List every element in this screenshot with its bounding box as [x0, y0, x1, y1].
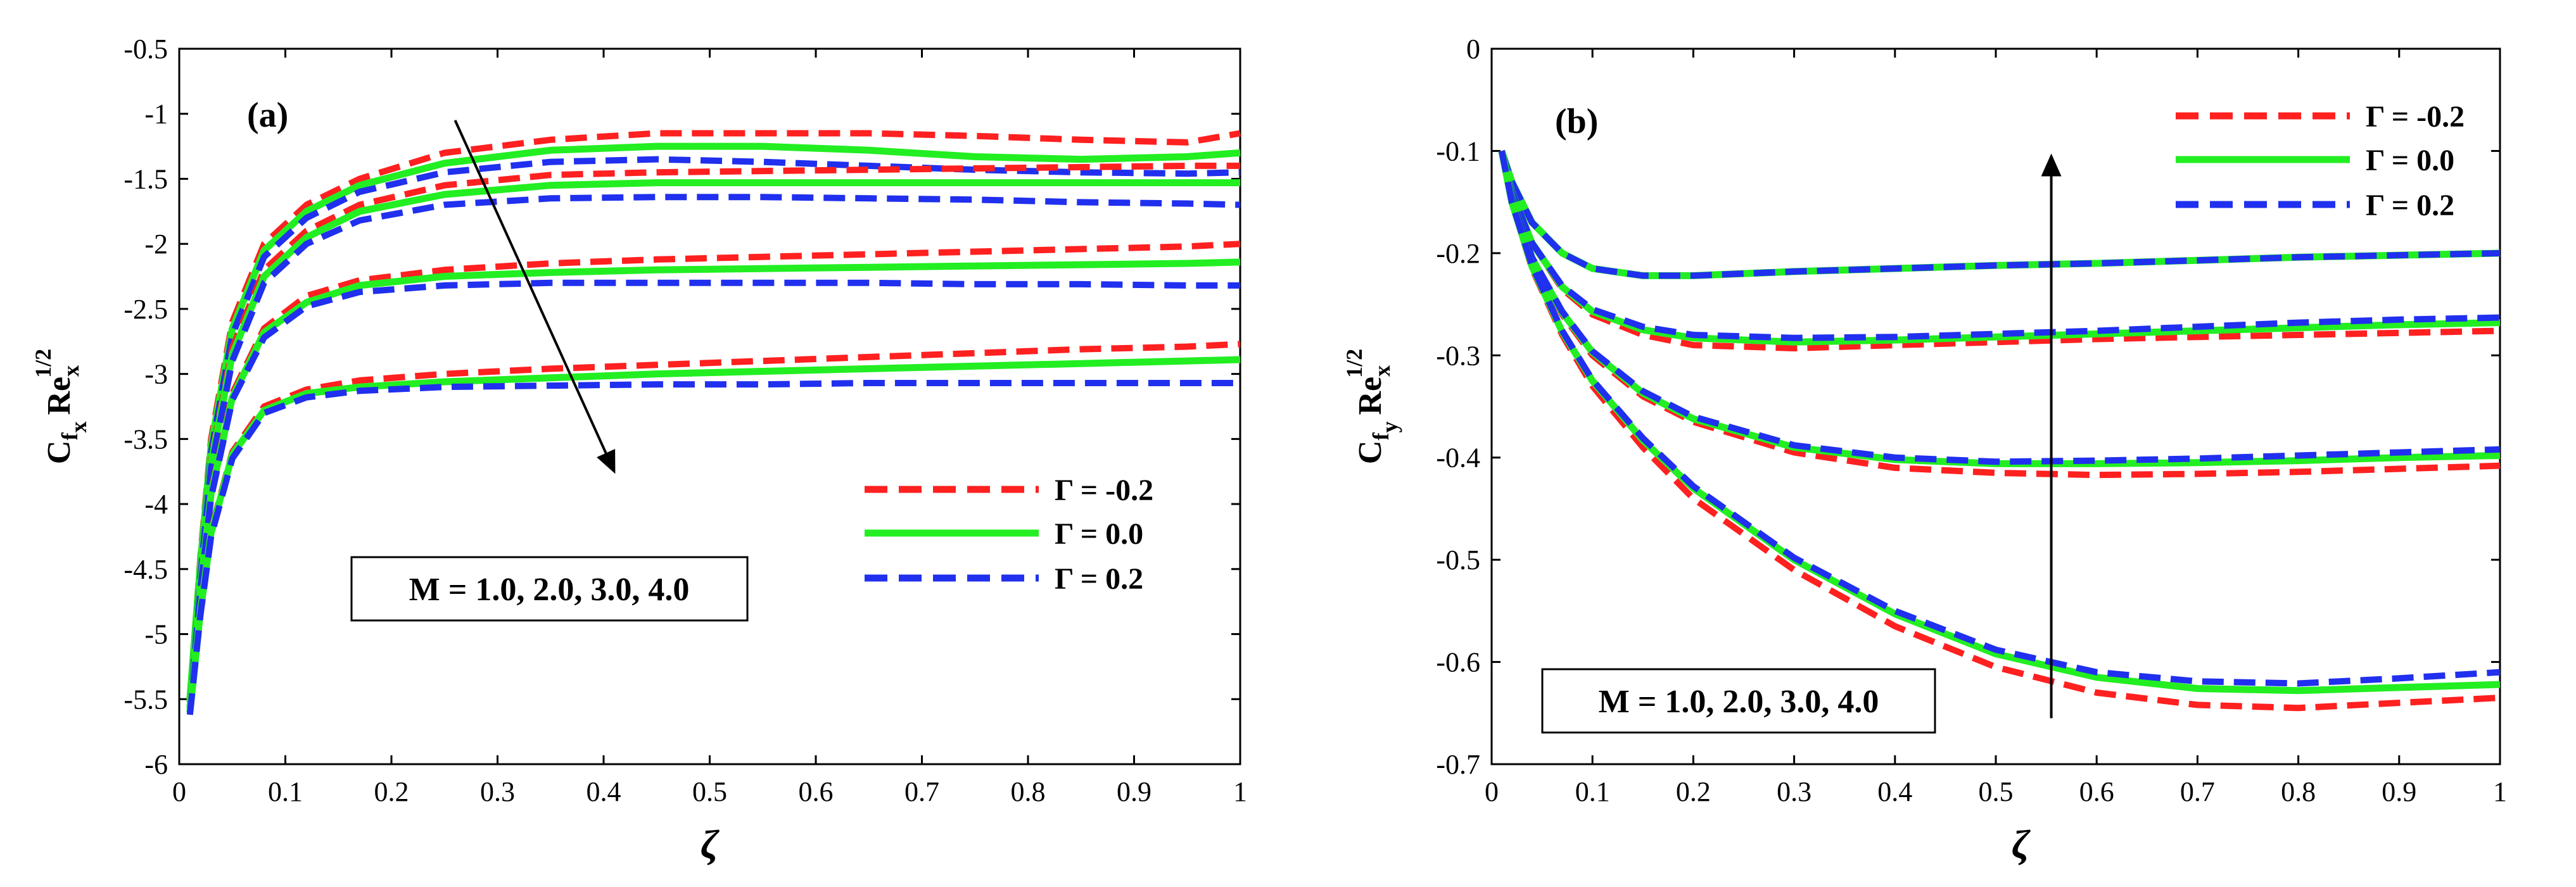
- panel-a-legend-label-zero: Γ = 0.0: [1055, 517, 1143, 551]
- panel-a-xtick-label: 0.9: [1117, 776, 1152, 807]
- panel-a-ytick-label: -0.5: [124, 34, 168, 65]
- panel-a-annotation-box: [350, 556, 749, 622]
- panel-a-label: (a): [247, 96, 288, 135]
- panel-b-xtick-label: 0.7: [2180, 776, 2215, 807]
- panel-a-ytick-label: -5.5: [124, 684, 168, 715]
- panel-a-xtick-label: 0.3: [480, 776, 515, 807]
- panel-b-xtick-label: 0.3: [1777, 776, 1811, 807]
- panel-a-legend-label-neg: Γ = -0.2: [1055, 474, 1153, 507]
- panel-a-ylabel-sub: f: [57, 432, 82, 441]
- panel-a-series-line: [186, 380, 1240, 715]
- panel-b-xtick-label: 0.6: [2079, 776, 2114, 807]
- panel-a-ytick-label: -2: [144, 229, 168, 260]
- panel-a-trend-arrow: [454, 120, 616, 474]
- panel-b-ylabel-sub: f: [1368, 432, 1393, 441]
- panel-a-legend-label-pos: Γ = 0.2: [1055, 562, 1143, 596]
- panel-a-xtick-label: 1: [1233, 776, 1247, 807]
- panel-a-arrow: [454, 120, 616, 474]
- panel-a-xtick-label: 0.1: [268, 776, 303, 807]
- panel-a-series: [186, 130, 1241, 715]
- panel-b-xtick-label: 0.8: [2281, 776, 2316, 807]
- panel-a-xtick-label: 0: [172, 776, 186, 807]
- panel-b-ytick-label: -0.3: [1436, 340, 1480, 371]
- panel-b-series-line: [1498, 150, 2501, 687]
- panel-a-ytick-label: -4.5: [124, 554, 168, 585]
- panel-a-ytick-label: -3.5: [124, 424, 168, 455]
- panel-b-xtick-label: 0.9: [2382, 776, 2416, 807]
- panel-b-series-line: [1499, 150, 2501, 465]
- panel-a-plot-area: [178, 47, 1241, 765]
- panel-b: 0 0.1 0.2 0.3 0.4 0.5 0.6 0.7 0.8 0.9 1 0 -0.1 -0.2 -0…: [1342, 34, 2507, 867]
- panel-a-xtick-label: 0.5: [692, 776, 727, 807]
- panel-a-xtick-label: 0.2: [374, 776, 409, 807]
- panel-b-ytick-label: -0.6: [1436, 647, 1480, 678]
- panel-b-ylabel-base: C: [1352, 441, 1388, 465]
- panel-b-legend-label-neg: Γ = -0.2: [2366, 100, 2465, 134]
- panel-a-ticks: 0 0.1 0.2 0.3 0.4 0.5 0.6 0.7 0.8 0.9 1 -0.5 -1 -1.5 -…: [124, 34, 1247, 807]
- panel-b-series-line: [1499, 150, 2501, 341]
- panel-b-xlabel: ζ: [2012, 822, 2031, 867]
- panel-a-ylabel: CfxRex1/2: [30, 349, 91, 464]
- panel-b-ylabel: Cfy Rex1/2: [1342, 349, 1402, 464]
- panel-b-xtick-label: 0.2: [1676, 776, 1711, 807]
- panel-b-ylabel-mid: Re: [1352, 377, 1388, 415]
- panel-b-ytick-label: -0.5: [1436, 544, 1480, 576]
- panel-a: 0 0.1 0.2 0.3 0.4 0.5 0.6 0.7 0.8 0.9 1 -0.5 -1 -1.5 -…: [30, 34, 1247, 867]
- panel-b-ylabel-text: Cfy Rex1/2: [1342, 349, 1402, 464]
- panel-a-xtick-label: 0.4: [587, 776, 621, 807]
- panel-b-ylabel-sup: 1/2: [1342, 349, 1367, 378]
- panel-b-legend: Γ = -0.2 Γ = 0.0 Γ = 0.2: [2176, 100, 2465, 222]
- panel-a-ylabel-text: CfxRex1/2: [30, 349, 91, 464]
- panel-a-xlabel: ζ: [701, 822, 720, 867]
- panel-a-ytick-label: -6: [144, 749, 168, 780]
- panel-b-annotation-text: M = 1.0, 2.0, 3.0, 4.0: [1599, 684, 1879, 720]
- panel-a-annotation-text: M = 1.0, 2.0, 3.0, 4.0: [409, 572, 690, 608]
- panel-b-xtick-label: 1: [2493, 776, 2507, 807]
- panel-a-ytick-label: -4: [144, 489, 168, 520]
- panel-b-series: [1498, 149, 2501, 712]
- panel-a-ylabel-base: C: [41, 441, 77, 465]
- panel-b-plot-area: [1490, 47, 2501, 765]
- panel-a-annotation: M = 1.0, 2.0, 3.0, 4.0: [350, 556, 749, 622]
- panel-a-xtick-label: 0.7: [904, 776, 939, 807]
- panel-b-ytick-label: -0.2: [1436, 238, 1480, 269]
- panel-b-xtick-label: 0: [1485, 776, 1499, 807]
- panel-a-series-line: [186, 156, 1241, 706]
- panel-b-label: (b): [1555, 102, 1598, 141]
- panel-a-series-line: [186, 194, 1241, 706]
- panel-b-legend-label-zero: Γ = 0.0: [2366, 144, 2454, 177]
- panel-b-ytick-label: -0.1: [1436, 135, 1480, 167]
- panel-b-legend-label-pos: Γ = 0.2: [2366, 189, 2454, 222]
- panel-b-ylabel-subsub: y: [1377, 422, 1402, 433]
- panel-b-series-line: [1499, 149, 2501, 279]
- panel-b-ylabel-sub2: x: [1369, 365, 1395, 377]
- panel-b-ytick-label: -0.4: [1436, 443, 1480, 474]
- panel-a-ytick-label: -1.5: [124, 163, 168, 194]
- panel-a-ytick-label: -2.5: [124, 294, 168, 325]
- panel-b-xtick-label: 0.4: [1877, 776, 1912, 807]
- panel-a-ylabel-sup: 1/2: [30, 349, 56, 378]
- panel-a-legend: Γ = -0.2 Γ = 0.0 Γ = 0.2: [865, 474, 1153, 596]
- panel-b-ytick-label: 0: [1466, 34, 1480, 65]
- panel-a-ytick-label: -5: [144, 619, 168, 650]
- panel-a-ytick-label: -1: [144, 99, 168, 130]
- panel-b-xtick-label: 0.5: [1979, 776, 2014, 807]
- panel-b-ticks: 0 0.1 0.2 0.3 0.4 0.5 0.6 0.7 0.8 0.9 1 0 -0.1 -0.2 -0…: [1436, 34, 2507, 807]
- panel-a-ylabel-mid: Re: [41, 377, 77, 415]
- panel-b-annotation: M = 1.0, 2.0, 3.0, 4.0: [1541, 668, 1936, 734]
- panel-a-ylabel-subsub: x: [66, 422, 91, 433]
- panel-a-ytick-label: -3: [144, 359, 168, 390]
- panel-a-series-line: [186, 279, 1240, 713]
- panel-b-ytick-label: -0.7: [1436, 749, 1480, 780]
- panel-a-ylabel-sub2: x: [58, 365, 84, 377]
- panel-b-annotation-box: [1541, 668, 1936, 734]
- panel-b-xtick-label: 0.1: [1575, 776, 1610, 807]
- panel-a-xtick-label: 0.8: [1011, 776, 1046, 807]
- panel-a-xtick-label: 0.6: [799, 776, 834, 807]
